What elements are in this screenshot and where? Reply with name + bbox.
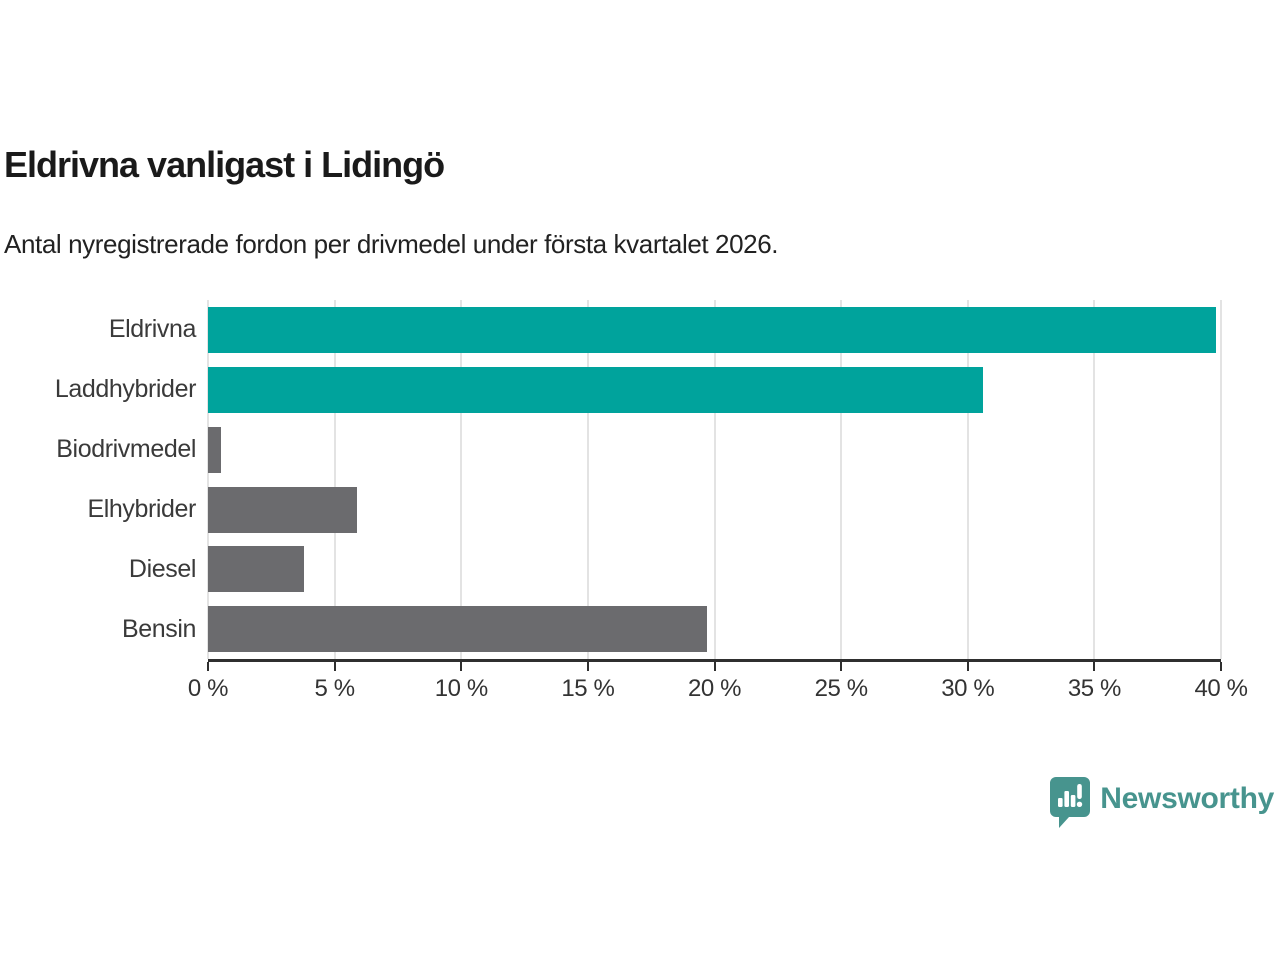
gridline-0 bbox=[207, 300, 209, 659]
x-axis-tick-15 bbox=[586, 662, 589, 671]
x-axis-tick-label-5: 5 % bbox=[314, 675, 356, 702]
x-axis-tick-40 bbox=[1220, 662, 1222, 671]
x-axis-tick-label-10: 10 % bbox=[434, 675, 489, 702]
category-label-diesel: Diesel bbox=[128, 554, 196, 583]
bar-row bbox=[208, 480, 1221, 540]
category-label-bensin: Bensin bbox=[121, 614, 196, 643]
bar-bensin bbox=[208, 606, 707, 653]
bar-laddhybrider bbox=[208, 366, 983, 413]
newsworthy-logo-text: Newsworthy bbox=[1100, 782, 1274, 815]
x-axis-tick-label-15: 15 % bbox=[561, 675, 615, 702]
gridline-5 bbox=[333, 300, 336, 659]
bar-row bbox=[208, 360, 1221, 420]
gridline-40 bbox=[1220, 300, 1222, 659]
category-label-elhybrider: Elhybrider bbox=[87, 494, 196, 523]
chart-subtitle: Antal nyregistrerade fordon per drivmede… bbox=[4, 229, 779, 259]
x-axis-tick-label-0: 0 % bbox=[187, 675, 229, 702]
x-axis-tick-25 bbox=[840, 662, 843, 671]
gridline-20 bbox=[713, 300, 716, 659]
gridline-15 bbox=[586, 300, 589, 659]
bar-row bbox=[208, 420, 1221, 480]
category-label-eldrivna: Eldrivna bbox=[108, 315, 197, 344]
x-axis-tick-0 bbox=[207, 662, 209, 671]
x-axis-tick-20 bbox=[713, 662, 716, 671]
bar-biodrivmedel bbox=[208, 426, 221, 473]
x-axis-tick-10 bbox=[460, 662, 463, 671]
bar-row bbox=[208, 599, 1221, 659]
x-axis-tick-5 bbox=[333, 662, 336, 671]
x-axis-tick-35 bbox=[1093, 662, 1096, 671]
plot-area: 0 % 5 % 10 % 15 % 20 % 25 % 30 % 35 % 40 % bbox=[188, 300, 1248, 702]
x-axis-tick-label-35: 35 % bbox=[1067, 675, 1122, 702]
x-axis-tick-label-20: 20 % bbox=[687, 675, 742, 702]
newsworthy-logo: Newsworthy bbox=[1049, 776, 1274, 828]
bar-elhybrider bbox=[208, 486, 358, 533]
x-axis-tick-label-30: 30 % bbox=[941, 675, 995, 702]
x-axis-tick-30 bbox=[966, 662, 969, 671]
gridline-35 bbox=[1093, 300, 1096, 659]
category-label-laddhybrider: Laddhybrider bbox=[54, 375, 197, 404]
bar-diesel bbox=[208, 546, 305, 593]
x-axis-tick-label-25: 25 % bbox=[814, 675, 869, 702]
newsworthy-logo-icon bbox=[1050, 777, 1091, 828]
bar-eldrivna bbox=[208, 307, 1216, 353]
bar-row bbox=[208, 300, 1221, 360]
gridline-10 bbox=[460, 300, 463, 659]
chart-title: Eldrivna vanligast i Lidingö bbox=[4, 144, 445, 185]
gridline-25 bbox=[840, 300, 843, 659]
category-label-biodrivmedel: Biodrivmedel bbox=[56, 435, 196, 464]
category-axis-labels: Eldrivna Laddhybrider Biodrivmedel Elhybrid… bbox=[0, 300, 197, 659]
bar-row bbox=[208, 539, 1221, 599]
gridline-30 bbox=[966, 300, 969, 659]
x-axis-tick-label-40: 40 % bbox=[1194, 675, 1248, 702]
